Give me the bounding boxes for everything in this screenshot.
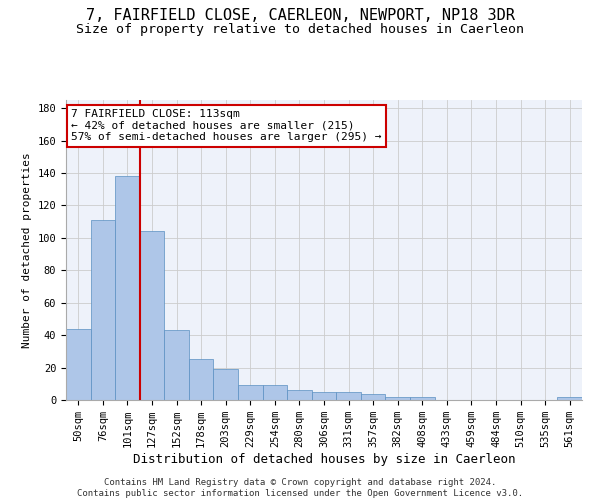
Bar	[189, 360, 214, 400]
Bar	[263, 386, 287, 400]
Bar	[140, 232, 164, 400]
Text: 7 FAIRFIELD CLOSE: 113sqm
← 42% of detached houses are smaller (215)
57% of semi: 7 FAIRFIELD CLOSE: 113sqm ← 42% of detac…	[71, 109, 382, 142]
Bar	[287, 390, 312, 400]
Text: Contains HM Land Registry data © Crown copyright and database right 2024.
Contai: Contains HM Land Registry data © Crown c…	[77, 478, 523, 498]
Text: 7, FAIRFIELD CLOSE, CAERLEON, NEWPORT, NP18 3DR: 7, FAIRFIELD CLOSE, CAERLEON, NEWPORT, N…	[86, 8, 514, 22]
Bar	[336, 392, 361, 400]
Bar	[164, 330, 189, 400]
Bar	[557, 397, 582, 400]
Bar	[410, 397, 434, 400]
Bar	[115, 176, 140, 400]
Y-axis label: Number of detached properties: Number of detached properties	[22, 152, 32, 348]
Bar	[214, 369, 238, 400]
Bar	[66, 328, 91, 400]
X-axis label: Distribution of detached houses by size in Caerleon: Distribution of detached houses by size …	[133, 453, 515, 466]
Bar	[238, 386, 263, 400]
Bar	[91, 220, 115, 400]
Bar	[312, 392, 336, 400]
Bar	[385, 397, 410, 400]
Text: Size of property relative to detached houses in Caerleon: Size of property relative to detached ho…	[76, 22, 524, 36]
Bar	[361, 394, 385, 400]
